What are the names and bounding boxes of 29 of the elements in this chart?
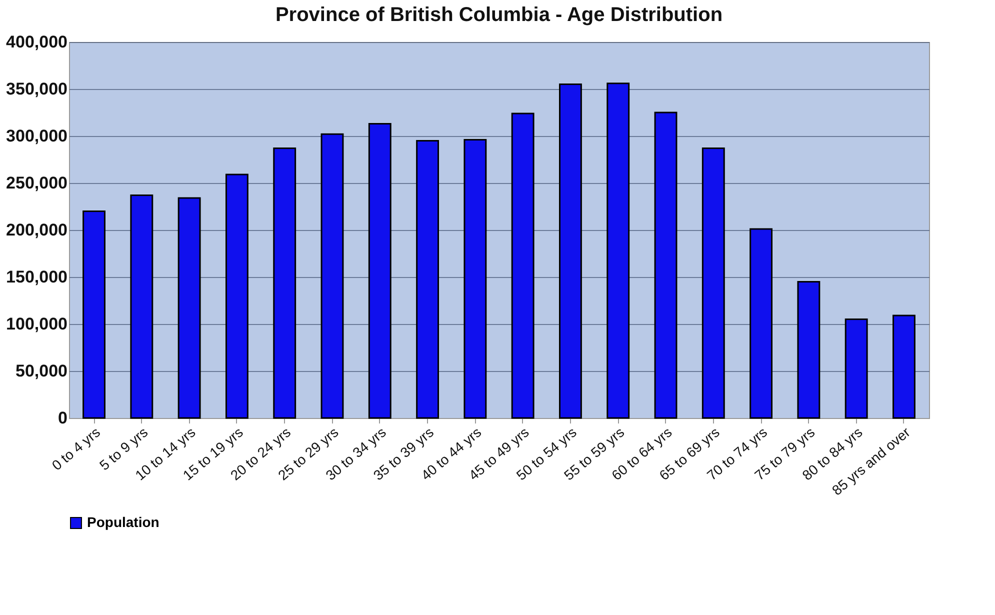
bar	[273, 147, 296, 419]
bar	[844, 318, 868, 419]
y-tick-label: 50,000	[16, 362, 68, 380]
legend-label: Population	[87, 514, 160, 530]
y-tick-label: 200,000	[6, 220, 68, 240]
bar	[130, 194, 154, 419]
bar	[797, 280, 820, 419]
bar	[82, 210, 106, 419]
y-tick-label: 300,000	[6, 126, 68, 146]
bar	[654, 112, 678, 419]
bar	[464, 139, 487, 419]
y-tick-label: 100,000	[6, 314, 68, 334]
bar	[606, 82, 630, 419]
bar	[416, 140, 439, 419]
y-tick-label: 350,000	[6, 80, 68, 98]
bar	[178, 197, 201, 419]
bar	[750, 228, 773, 419]
bar	[320, 133, 344, 419]
y-tick-label: 0	[58, 408, 68, 428]
bar	[225, 174, 248, 419]
y-tick-label: 400,000	[6, 32, 68, 52]
y-tick-label: 150,000	[6, 268, 68, 286]
bar	[892, 314, 916, 419]
y-tick-label: 250,000	[6, 174, 68, 192]
chart-title: Province of British Columbia - Age Distribution	[275, 4, 723, 26]
bar	[368, 123, 392, 419]
bar	[702, 147, 725, 419]
bar	[511, 112, 534, 419]
bar	[559, 84, 582, 419]
